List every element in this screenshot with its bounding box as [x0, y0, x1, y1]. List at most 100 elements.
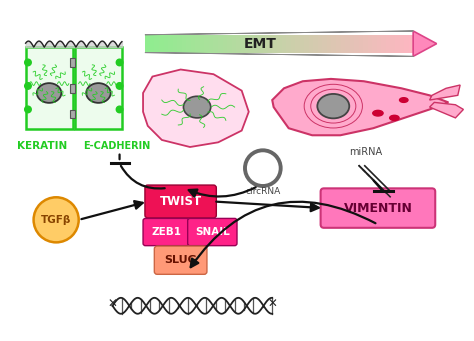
Bar [236, 35, 241, 53]
FancyBboxPatch shape [155, 246, 207, 274]
Ellipse shape [317, 94, 349, 118]
Bar [377, 35, 382, 53]
Text: KERATIN: KERATIN [17, 142, 67, 151]
Bar [155, 35, 159, 53]
FancyBboxPatch shape [143, 219, 189, 246]
Text: ✕: ✕ [108, 298, 118, 311]
Bar [300, 35, 305, 53]
Bar [264, 35, 268, 53]
Bar [268, 35, 273, 53]
Bar [400, 35, 404, 53]
Text: ZEB1: ZEB1 [151, 227, 181, 237]
Polygon shape [429, 85, 460, 100]
Bar [318, 35, 323, 53]
Bar [309, 35, 314, 53]
Bar [200, 35, 205, 53]
Bar [395, 35, 400, 53]
Bar [368, 35, 373, 53]
Bar [331, 35, 337, 53]
Circle shape [245, 150, 281, 186]
Bar [146, 35, 150, 53]
Circle shape [34, 197, 79, 242]
Polygon shape [413, 31, 437, 56]
Circle shape [25, 106, 31, 113]
Bar [191, 35, 196, 53]
Bar [173, 35, 178, 53]
Bar [213, 35, 219, 53]
Bar [277, 35, 282, 53]
Bar [209, 35, 214, 53]
Text: TGFβ: TGFβ [41, 215, 71, 225]
Bar [204, 35, 210, 53]
Polygon shape [143, 70, 249, 147]
Bar [363, 35, 368, 53]
Bar [413, 35, 418, 53]
Text: EMT: EMT [244, 37, 277, 51]
Circle shape [116, 59, 123, 66]
Bar [409, 35, 413, 53]
Bar [223, 35, 228, 53]
Ellipse shape [86, 83, 110, 103]
Bar [164, 35, 168, 53]
Text: VIMENTIN: VIMENTIN [344, 202, 412, 214]
Bar [336, 35, 341, 53]
Text: SNAIL: SNAIL [195, 227, 230, 237]
Bar [159, 35, 164, 53]
Bar [286, 35, 291, 53]
Bar [372, 35, 377, 53]
Bar [345, 35, 350, 53]
Text: miRNA: miRNA [350, 147, 383, 158]
Circle shape [25, 83, 31, 89]
Bar [186, 35, 191, 53]
Bar [232, 35, 237, 53]
Bar [404, 35, 409, 53]
Bar [245, 35, 250, 53]
Bar [227, 35, 232, 53]
Bar [255, 35, 259, 53]
Bar [70, 110, 75, 118]
Text: circRNA: circRNA [245, 187, 281, 196]
Bar [195, 35, 200, 53]
Ellipse shape [390, 115, 399, 120]
Polygon shape [429, 102, 464, 118]
FancyBboxPatch shape [26, 47, 73, 129]
FancyBboxPatch shape [75, 47, 122, 129]
Bar [259, 35, 264, 53]
Bar [327, 35, 332, 53]
Bar [382, 35, 386, 53]
Bar [340, 35, 346, 53]
Bar [273, 35, 277, 53]
Ellipse shape [37, 83, 61, 103]
Bar [70, 84, 75, 92]
Bar [177, 35, 182, 53]
Bar [218, 35, 223, 53]
FancyBboxPatch shape [145, 185, 216, 218]
Ellipse shape [373, 110, 383, 116]
Bar [304, 35, 309, 53]
Bar [168, 35, 173, 53]
Circle shape [25, 59, 31, 66]
Bar [322, 35, 328, 53]
Bar [291, 35, 296, 53]
Text: E-CADHERIN: E-CADHERIN [83, 142, 151, 151]
Text: ✕: ✕ [267, 298, 277, 311]
Ellipse shape [183, 96, 211, 118]
Text: TWIST: TWIST [160, 195, 202, 208]
Ellipse shape [400, 98, 408, 102]
Bar [386, 35, 391, 53]
Text: SLUG: SLUG [164, 255, 197, 265]
Bar [241, 35, 246, 53]
Circle shape [116, 83, 123, 89]
Polygon shape [272, 79, 448, 135]
FancyBboxPatch shape [188, 219, 237, 246]
Bar [313, 35, 318, 53]
Bar [250, 35, 255, 53]
Bar [70, 58, 75, 67]
FancyBboxPatch shape [320, 188, 435, 228]
Bar [295, 35, 300, 53]
Bar [354, 35, 359, 53]
Bar [150, 35, 155, 53]
Circle shape [116, 106, 123, 113]
Bar [350, 35, 355, 53]
Bar [391, 35, 395, 53]
